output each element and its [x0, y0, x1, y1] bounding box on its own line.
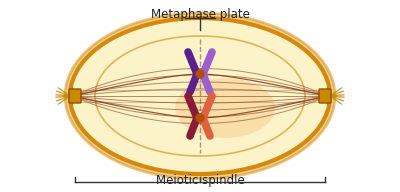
Ellipse shape — [65, 13, 335, 179]
FancyBboxPatch shape — [319, 89, 331, 103]
Ellipse shape — [175, 78, 275, 138]
Circle shape — [196, 70, 204, 78]
Ellipse shape — [70, 18, 330, 174]
Text: Metaphase plate: Metaphase plate — [150, 8, 250, 21]
Text: Meiotic spindle: Meiotic spindle — [156, 174, 244, 187]
Circle shape — [196, 114, 204, 122]
FancyBboxPatch shape — [69, 89, 81, 103]
